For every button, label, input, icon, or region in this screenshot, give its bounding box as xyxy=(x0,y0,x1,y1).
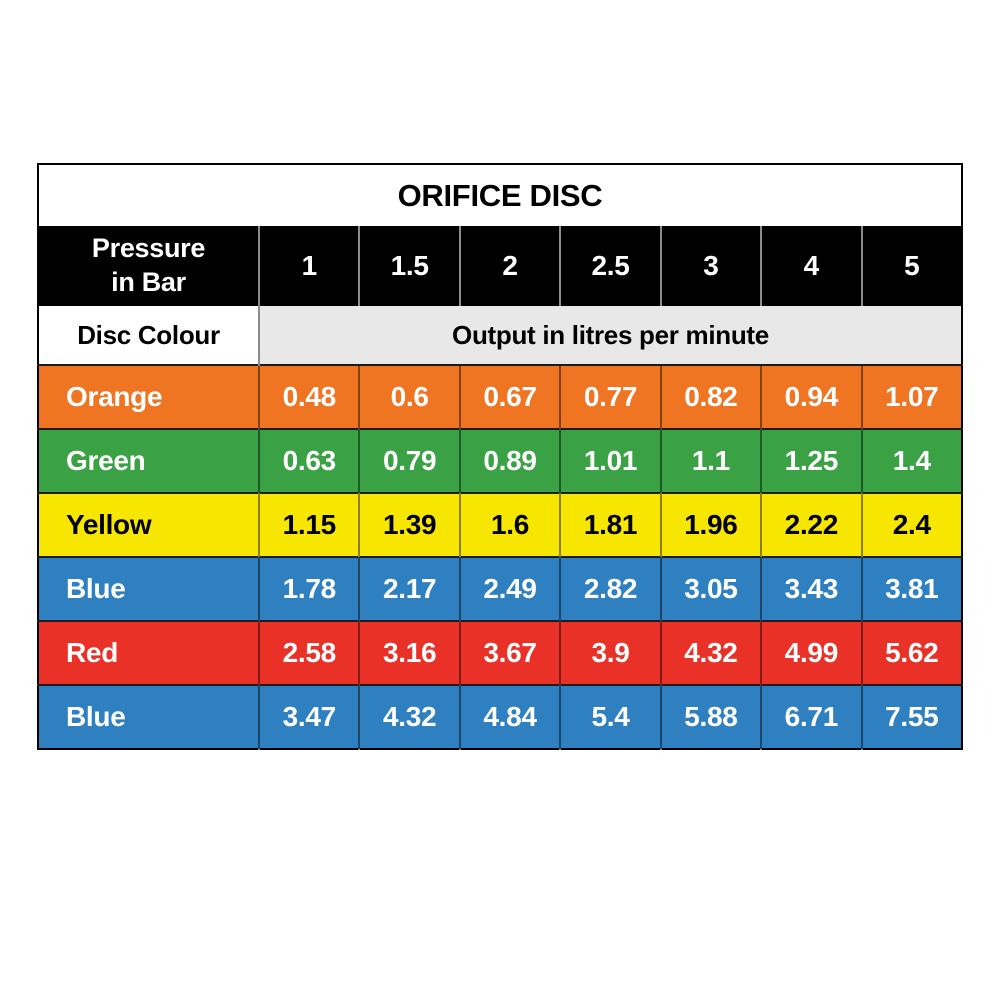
pressure-col-2-5: 2.5 xyxy=(559,226,661,306)
output-value: 2.4 xyxy=(860,492,962,557)
output-value: 0.6 xyxy=(358,364,460,429)
pressure-label-line1: Pressure xyxy=(91,233,206,264)
pressure-col-4: 4 xyxy=(760,226,862,306)
output-value: 2.22 xyxy=(760,492,862,557)
output-value: 1.07 xyxy=(860,364,962,429)
pressure-label-line2: in Bar xyxy=(111,267,186,297)
output-value: 2.58 xyxy=(257,620,360,685)
output-value: 1.96 xyxy=(659,492,762,557)
output-value: 0.48 xyxy=(257,364,360,429)
output-value: 1.78 xyxy=(257,556,360,621)
table-row-blue-1: Blue 1.78 2.17 2.49 2.82 3.05 3.43 3.81 xyxy=(38,556,962,621)
output-value: 2.49 xyxy=(458,556,561,621)
table-row-green: Green 0.63 0.79 0.89 1.01 1.1 1.25 1.4 xyxy=(38,428,962,493)
pressure-col-3: 3 xyxy=(659,226,762,306)
output-value: 1.39 xyxy=(358,492,460,557)
disc-row-label: Green xyxy=(38,428,259,493)
title-row: ORIFICE DISC xyxy=(38,164,962,226)
pressure-col-5: 5 xyxy=(860,226,962,306)
pressure-col-1-5: 1.5 xyxy=(358,226,460,306)
output-value: 5.62 xyxy=(860,620,962,685)
pressure-col-1: 1 xyxy=(257,226,360,306)
output-value: 4.99 xyxy=(760,620,862,685)
table-title: ORIFICE DISC xyxy=(38,164,962,226)
output-value: 0.77 xyxy=(559,364,661,429)
subheader-row: Disc Colour Output in litres per minute xyxy=(38,306,962,365)
output-value: 3.81 xyxy=(860,556,962,621)
pressure-header-cell: Pressure in Bar xyxy=(38,226,259,306)
table-row-orange: Orange 0.48 0.6 0.67 0.77 0.82 0.94 1.07 xyxy=(38,364,962,429)
output-value: 3.67 xyxy=(458,620,561,685)
output-value: 1.01 xyxy=(559,428,661,493)
table-row-blue-2: Blue 3.47 4.32 4.84 5.4 5.88 6.71 7.55 xyxy=(38,684,962,749)
orifice-disc-table: ORIFICE DISC Pressure in Bar 1 1.5 2 2.5… xyxy=(37,163,963,750)
output-value: 0.82 xyxy=(659,364,762,429)
output-units-header: Output in litres per minute xyxy=(258,306,962,365)
output-value: 2.17 xyxy=(358,556,460,621)
disc-row-label: Red xyxy=(38,620,259,685)
output-value: 1.15 xyxy=(257,492,360,557)
disc-row-label: Orange xyxy=(38,364,259,429)
output-value: 5.4 xyxy=(559,684,661,749)
pressure-col-2: 2 xyxy=(458,226,561,306)
output-value: 3.47 xyxy=(257,684,360,749)
output-value: 0.67 xyxy=(458,364,561,429)
output-value: 1.6 xyxy=(458,492,561,557)
output-value: 7.55 xyxy=(860,684,962,749)
output-value: 6.71 xyxy=(760,684,862,749)
output-value: 0.94 xyxy=(760,364,862,429)
output-value: 4.84 xyxy=(458,684,561,749)
output-value: 3.16 xyxy=(358,620,460,685)
disc-row-label: Blue xyxy=(38,684,259,749)
output-value: 4.32 xyxy=(659,620,762,685)
disc-row-label: Blue xyxy=(38,556,259,621)
output-value: 4.32 xyxy=(358,684,460,749)
output-value: 3.43 xyxy=(760,556,862,621)
output-value: 0.89 xyxy=(458,428,561,493)
disc-colour-header: Disc Colour xyxy=(38,306,259,365)
pressure-header-row: Pressure in Bar 1 1.5 2 2.5 3 4 5 xyxy=(38,226,962,306)
output-value: 1.25 xyxy=(760,428,862,493)
output-value: 3.05 xyxy=(659,556,762,621)
disc-row-label: Yellow xyxy=(38,492,259,557)
orifice-disc-table-wrap: ORIFICE DISC Pressure in Bar 1 1.5 2 2.5… xyxy=(37,163,963,750)
output-value: 3.9 xyxy=(559,620,661,685)
output-value: 1.1 xyxy=(659,428,762,493)
output-value: 1.4 xyxy=(860,428,962,493)
output-value: 5.88 xyxy=(659,684,762,749)
output-value: 2.82 xyxy=(559,556,661,621)
output-value: 1.81 xyxy=(559,492,661,557)
table-row-red: Red 2.58 3.16 3.67 3.9 4.32 4.99 5.62 xyxy=(38,620,962,685)
table-row-yellow: Yellow 1.15 1.39 1.6 1.81 1.96 2.22 2.4 xyxy=(38,492,962,557)
output-value: 0.63 xyxy=(257,428,360,493)
output-value: 0.79 xyxy=(358,428,460,493)
